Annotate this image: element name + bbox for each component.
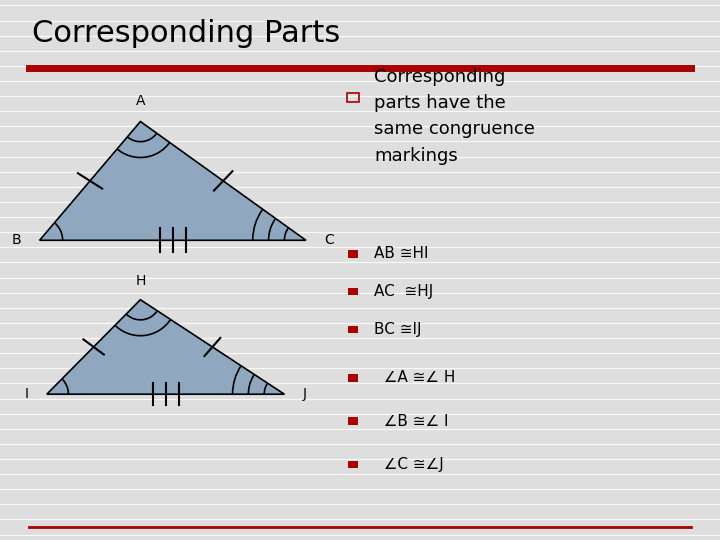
Text: ∠C ≅∠J: ∠C ≅∠J [374, 457, 444, 472]
Text: AC  ≅HJ: AC ≅HJ [374, 284, 433, 299]
Text: B: B [12, 233, 22, 247]
Polygon shape [40, 122, 306, 240]
Text: A: A [135, 94, 145, 108]
Text: ∠A ≅∠ H: ∠A ≅∠ H [374, 370, 456, 386]
FancyBboxPatch shape [348, 288, 358, 295]
Text: H: H [135, 274, 145, 288]
FancyBboxPatch shape [348, 250, 358, 258]
Text: Corresponding Parts: Corresponding Parts [32, 19, 341, 48]
FancyBboxPatch shape [348, 461, 358, 468]
Polygon shape [47, 300, 284, 394]
Text: I: I [24, 387, 29, 401]
Text: J: J [302, 387, 307, 401]
FancyBboxPatch shape [348, 326, 358, 333]
Text: ∠B ≅∠ I: ∠B ≅∠ I [374, 414, 449, 429]
Text: BC ≅IJ: BC ≅IJ [374, 322, 422, 337]
FancyBboxPatch shape [348, 374, 358, 382]
FancyBboxPatch shape [348, 417, 358, 425]
Text: Corresponding
parts have the
same congruence
markings: Corresponding parts have the same congru… [374, 68, 535, 165]
Text: AB ≅HI: AB ≅HI [374, 246, 429, 261]
Text: C: C [324, 233, 334, 247]
